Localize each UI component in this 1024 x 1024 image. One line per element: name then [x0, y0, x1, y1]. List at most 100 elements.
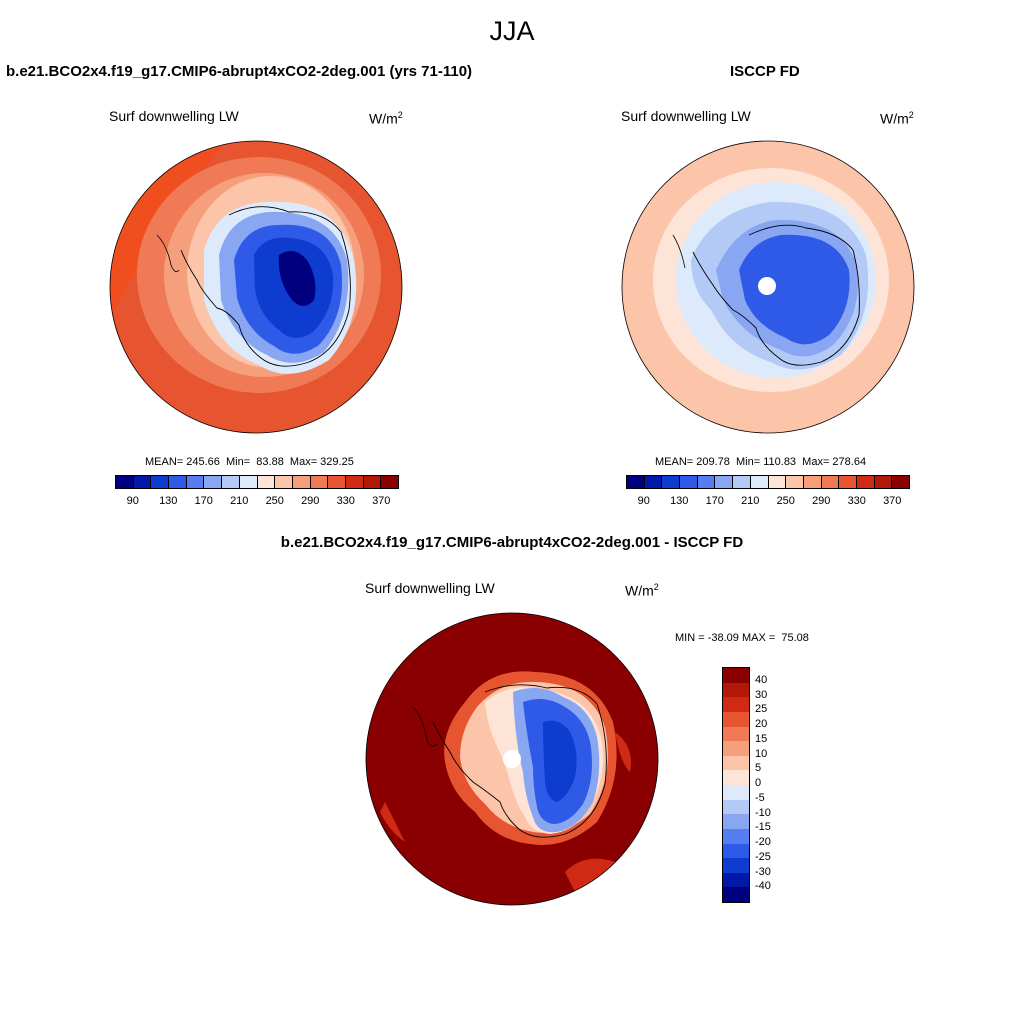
colorbar-tick-label: 10 — [755, 747, 768, 760]
colorbar-segment — [768, 476, 787, 488]
colorbar-tick-label: 290 — [301, 495, 320, 507]
colorbar-segment — [644, 476, 663, 488]
colorbar-segment — [363, 476, 382, 488]
colorbar-tick-label: 250 — [776, 495, 795, 507]
colorbar-tick-label: -25 — [755, 850, 771, 863]
colorbar-segment — [723, 682, 749, 698]
panel3-title: b.e21.BCO2x4.f19_g17.CMIP6-abrupt4xCO2-2… — [280, 534, 744, 551]
colorbar-segment — [723, 799, 749, 815]
colorbar-tick-label: -15 — [755, 821, 771, 834]
panel3-variable: Surf downwelling LW — [365, 580, 495, 596]
panel2-variable: Surf downwelling LW — [621, 108, 751, 124]
colorbar-tick-label: 210 — [230, 495, 249, 507]
colorbar-segment — [310, 476, 329, 488]
panel2-colorbar — [626, 475, 910, 489]
colorbar-tick-label: 20 — [755, 718, 768, 730]
colorbar-tick-label: 130 — [159, 495, 178, 507]
colorbar-tick-label: 330 — [336, 495, 355, 507]
panel1-colorbar-ticks: 90 130 170 210 250 290 330 370 — [115, 495, 399, 509]
panel3-stats: MIN = -38.09 MAX = 75.08 — [675, 632, 809, 644]
colorbar-tick-label: 290 — [812, 495, 831, 507]
colorbar-segment — [723, 828, 749, 844]
colorbar-segment — [856, 476, 875, 488]
colorbar-tick-label: 210 — [741, 495, 760, 507]
colorbar-segment — [662, 476, 681, 488]
panel1-units: W/m2 — [369, 110, 403, 127]
colorbar-segment — [892, 476, 909, 488]
colorbar-segment — [723, 697, 749, 712]
colorbar-segment — [292, 476, 311, 488]
colorbar-segment — [723, 726, 749, 742]
panel3-colorbar-ticks: 40 30 25 20 15 10 5 0 -5 -10 -15 -20 -25 -30 -40 — [755, 667, 795, 903]
colorbar-tick-label: 130 — [670, 495, 689, 507]
colorbar-tick-label: 90 — [637, 495, 650, 507]
colorbar-segment — [723, 858, 749, 873]
colorbar-segment — [723, 668, 749, 683]
panel1-title: b.e21.BCO2x4.f19_g17.CMIP6-abrupt4xCO2-2… — [6, 63, 473, 80]
colorbar-segment — [750, 476, 769, 488]
colorbar-segment — [257, 476, 276, 488]
colorbar-segment — [627, 476, 645, 488]
colorbar-tick-label: 170 — [194, 495, 213, 507]
colorbar-segment — [723, 872, 749, 888]
panel1-map — [109, 140, 403, 434]
colorbar-segment — [328, 476, 346, 488]
colorbar-segment — [186, 476, 205, 488]
colorbar-tick-label: 30 — [755, 688, 768, 701]
colorbar-tick-label: 90 — [126, 495, 139, 507]
colorbar-segment — [680, 476, 698, 488]
colorbar-segment — [723, 814, 749, 829]
panel2-stats: MEAN= 209.78 Min= 110.83 Max= 278.64 — [655, 456, 867, 468]
panel2-map — [621, 140, 915, 434]
colorbar-segment — [151, 476, 170, 488]
colorbar-tick-label: 250 — [265, 495, 284, 507]
colorbar-tick-label: -40 — [755, 880, 771, 893]
colorbar-segment — [222, 476, 240, 488]
page-title: JJA — [489, 16, 535, 46]
colorbar-segment — [169, 476, 187, 488]
colorbar-segment — [723, 770, 749, 785]
panel1-variable: Surf downwelling LW — [109, 108, 239, 124]
colorbar-tick-label: 0 — [755, 777, 762, 789]
colorbar-segment — [116, 476, 134, 488]
panel2-units: W/m2 — [880, 110, 914, 127]
colorbar-segment — [381, 476, 398, 488]
colorbar-segment — [204, 476, 223, 488]
colorbar-segment — [803, 476, 822, 488]
colorbar-segment — [239, 476, 258, 488]
colorbar-tick-label: -10 — [755, 806, 771, 819]
colorbar-segment — [723, 887, 749, 902]
colorbar-segment — [723, 843, 749, 859]
colorbar-segment — [275, 476, 293, 488]
colorbar-segment — [839, 476, 857, 488]
colorbar-tick-label: -30 — [755, 865, 771, 878]
colorbar-segment — [723, 711, 749, 727]
colorbar-tick-label: 40 — [755, 673, 768, 686]
panel3-units: W/m2 — [625, 582, 659, 599]
panel2-colorbar-ticks: 90 130 170 210 250 290 330 370 — [626, 495, 910, 509]
colorbar-segment — [723, 741, 749, 756]
panel1-colorbar — [115, 475, 399, 489]
panel3-map — [365, 612, 659, 906]
colorbar-tick-label: 370 — [372, 495, 391, 507]
colorbar-segment — [715, 476, 734, 488]
colorbar-tick-label: 330 — [847, 495, 866, 507]
colorbar-segment — [697, 476, 716, 488]
colorbar-segment — [133, 476, 152, 488]
colorbar-segment — [723, 785, 749, 800]
colorbar-tick-label: 5 — [755, 762, 762, 775]
colorbar-segment — [723, 755, 749, 771]
colorbar-segment — [786, 476, 804, 488]
colorbar-tick-label: -5 — [755, 791, 765, 804]
colorbar-tick-label: 370 — [883, 495, 902, 507]
colorbar-tick-label: -20 — [755, 836, 771, 848]
panel2-title: ISCCP FD — [730, 63, 800, 80]
colorbar-segment — [821, 476, 840, 488]
colorbar-segment — [345, 476, 364, 488]
colorbar-tick-label: 170 — [705, 495, 724, 507]
panel1-stats: MEAN= 245.66 Min= 83.88 Max= 329.25 — [145, 456, 354, 468]
colorbar-segment — [733, 476, 751, 488]
panel3-colorbar — [722, 667, 750, 903]
colorbar-tick-label: 15 — [755, 732, 768, 745]
colorbar-tick-label: 25 — [755, 703, 768, 716]
